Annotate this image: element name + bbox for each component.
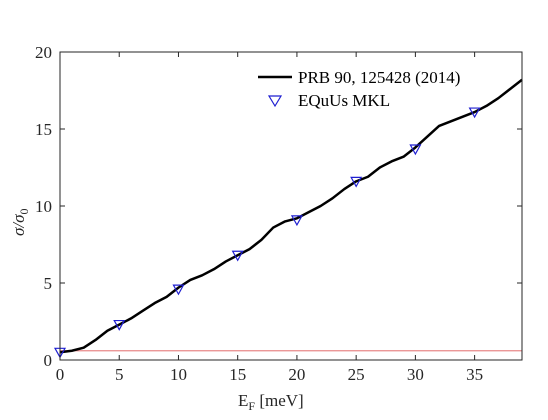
marker-equus	[172, 284, 185, 296]
marker-equus	[409, 144, 422, 156]
y-tick-label: 0	[44, 351, 53, 370]
marker-equus	[113, 319, 126, 331]
marker-equus	[290, 215, 303, 227]
plot-area	[60, 52, 522, 360]
y-axis-label-main: σ/σ	[9, 214, 28, 236]
y-tick-label: 5	[44, 274, 53, 293]
x-tick-label: 25	[348, 365, 365, 384]
legend: PRB 90, 125428 (2014) EQuUs MKL	[258, 68, 460, 110]
x-ticks: 0 5 10 15 20 25 30 35	[56, 52, 483, 384]
series-line-prb	[59, 78, 523, 354]
y-axis-label-sub: 0	[17, 209, 31, 215]
x-axis-label-rest: [meV]	[255, 391, 304, 410]
marker-equus	[231, 250, 244, 262]
x-tick-label: 0	[56, 365, 65, 384]
legend-marker-swatch	[267, 95, 283, 108]
y-axis-label: σ/σ0	[9, 209, 31, 237]
x-tick-label: 15	[229, 365, 246, 384]
x-tick-label: 20	[288, 365, 305, 384]
x-tick-label: 35	[466, 365, 483, 384]
y-tick-label: 20	[35, 43, 52, 62]
y-tick-label: 15	[35, 120, 52, 139]
x-tick-label: 5	[115, 365, 124, 384]
legend-label-series-2: EQuUs MKL	[298, 91, 390, 110]
x-tick-label: 30	[407, 365, 424, 384]
marker-equus	[350, 176, 363, 188]
x-axis-label-main: E	[238, 391, 248, 410]
x-axis-label-sub: F	[248, 399, 255, 413]
y-ticks: 0 5 10 15 20	[35, 43, 522, 370]
series-line-layer	[59, 78, 523, 354]
legend-label-series-1: PRB 90, 125428 (2014)	[298, 68, 460, 87]
y-tick-label: 10	[35, 197, 52, 216]
marker-equus	[468, 107, 481, 119]
x-axis-label: EF [meV]	[238, 391, 304, 413]
x-tick-label: 10	[170, 365, 187, 384]
